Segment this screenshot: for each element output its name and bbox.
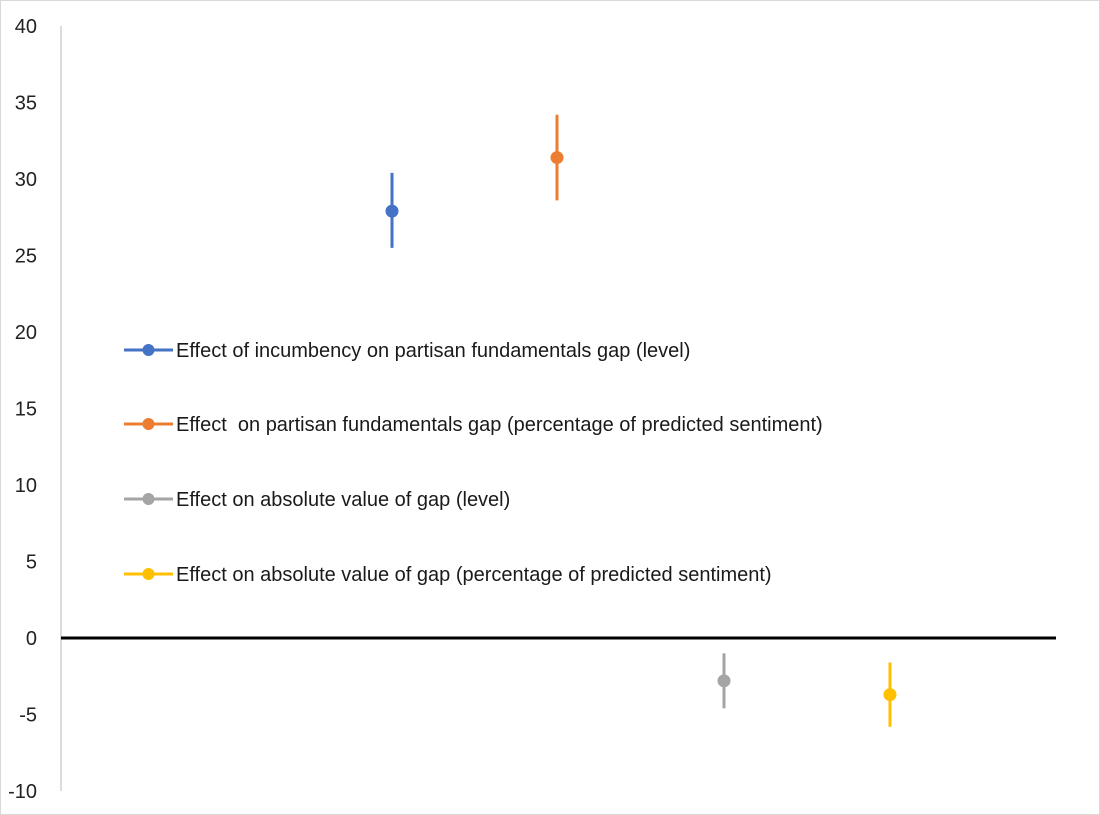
legend-swatch-dot-1 bbox=[142, 344, 155, 356]
legend-label-4: Effect on absolute value of gap (percent… bbox=[176, 564, 772, 586]
legend-label-1: Effect of incumbency on partisan fundame… bbox=[176, 340, 690, 362]
y-tick-label: 15 bbox=[15, 399, 37, 421]
y-tick-label: -10 bbox=[8, 781, 37, 803]
legend-swatch-dot-4 bbox=[142, 568, 155, 580]
y-tick-label: 0 bbox=[26, 628, 37, 650]
legend: Effect of incumbency on partisan fundame… bbox=[124, 340, 823, 586]
data-point-3 bbox=[717, 674, 731, 688]
data-point-1 bbox=[385, 204, 399, 218]
y-tick-label: 5 bbox=[26, 552, 37, 574]
y-tick-label: 35 bbox=[15, 93, 37, 115]
data-point-4 bbox=[883, 688, 897, 702]
y-tick-label: 40 bbox=[15, 16, 37, 38]
data-marks bbox=[385, 114, 897, 727]
y-tick-labels: 40 35 30 25 20 15 10 5 0 -5 -10 bbox=[8, 16, 37, 803]
legend-label-2: Effect on partisan fundamentals gap (per… bbox=[176, 414, 823, 436]
axes bbox=[60, 26, 1056, 791]
legend-swatch-dot-3 bbox=[142, 493, 155, 505]
legend-swatch-dot-2 bbox=[142, 418, 155, 430]
data-point-2 bbox=[550, 151, 564, 165]
legend-label-3: Effect on absolute value of gap (level) bbox=[176, 489, 510, 511]
y-tick-label: 10 bbox=[15, 475, 37, 497]
y-tick-label: 20 bbox=[15, 322, 37, 344]
y-tick-label: -5 bbox=[19, 705, 37, 727]
y-tick-label: 25 bbox=[15, 246, 37, 268]
y-tick-label: 30 bbox=[15, 169, 37, 191]
